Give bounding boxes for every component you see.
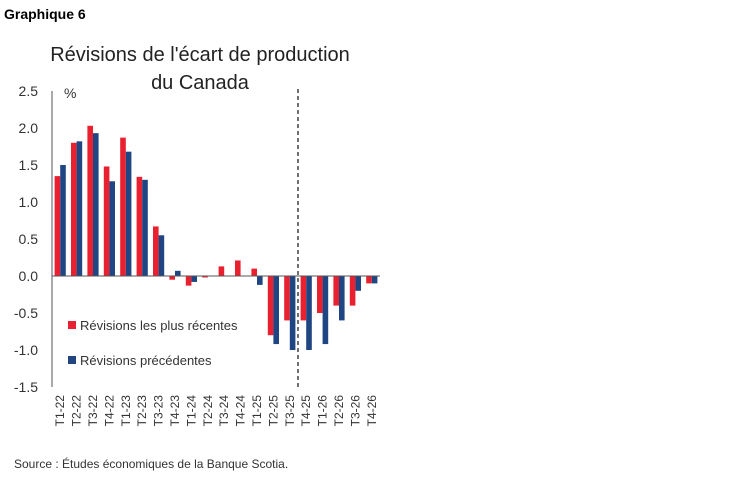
bars <box>54 125 378 350</box>
bar-recent-T2-26 <box>333 276 339 306</box>
bar-recent-T2-25 <box>267 276 274 336</box>
bar-recent-T1-26 <box>317 276 323 313</box>
legend-label-recent: Révisions les plus récentes <box>80 318 238 333</box>
bar-recent-T2-24 <box>202 276 208 278</box>
y-tick-label: 1.0 <box>19 194 39 210</box>
y-tick-label: 2.5 <box>19 83 39 99</box>
bar-recent-T3-25 <box>284 276 290 321</box>
y-tick-label: 2.0 <box>19 120 39 136</box>
x-tick-label: T4-23 <box>168 395 182 427</box>
bar-previous-T3-23 <box>158 235 165 276</box>
bar-previous-T4-22 <box>109 181 115 276</box>
bar-recent-T1-23 <box>120 137 126 276</box>
bar-previous-T1-25 <box>257 276 263 285</box>
x-tick-label: T3-26 <box>348 395 362 427</box>
x-tick-label: T2-24 <box>201 395 215 427</box>
x-tick-label: T4-24 <box>234 395 248 427</box>
bar-recent-T3-22 <box>87 125 93 276</box>
bar-previous-T2-25 <box>273 276 279 345</box>
bar-recent-T1-22 <box>54 176 61 276</box>
x-tick-label: T3-22 <box>86 395 100 427</box>
bar-recent-T4-26 <box>366 276 372 284</box>
y-tick-label: -1.5 <box>14 379 38 395</box>
legend-label-previous: Révisions précédentes <box>80 353 212 368</box>
bar-previous-T3-22 <box>93 133 99 276</box>
legend-swatch-previous <box>68 356 76 364</box>
x-tick-label: T4-25 <box>299 395 313 427</box>
y-tick-label: 0.5 <box>19 231 39 247</box>
x-tick-label: T3-23 <box>152 395 166 427</box>
bar-recent-T4-23 <box>169 276 175 280</box>
y-tick-label: 1.5 <box>19 157 39 173</box>
x-tick-label: T4-22 <box>102 395 116 427</box>
x-tick-label: T1-24 <box>184 395 198 427</box>
x-tick-label: T2-26 <box>332 395 346 427</box>
x-tick-label: T2-23 <box>135 395 149 427</box>
bar-recent-T4-25 <box>300 276 307 321</box>
bar-recent-T2-23 <box>136 176 143 276</box>
graph-label: Graphique 6 <box>4 6 86 22</box>
bar-recent-T2-22 <box>71 142 77 276</box>
chart-title-line-2: du Canada <box>151 72 249 94</box>
x-tick-label: T3-24 <box>217 395 231 427</box>
chart-title: Révisions de l'écart de production du Ca… <box>0 41 400 97</box>
bar-previous-T1-26 <box>322 276 329 345</box>
bar-previous-T1-23 <box>125 151 132 276</box>
x-tick-label: T3-25 <box>283 395 297 427</box>
bar-previous-T4-25 <box>306 276 312 350</box>
bar-previous-T1-24 <box>191 276 197 282</box>
bar-previous-T2-26 <box>339 276 345 321</box>
y-axis: -1.5 -1.0 -0.5 0.0 0.5 1.0 1.5 2.0 2.5% <box>14 83 77 395</box>
bar-previous-T2-23 <box>142 179 148 276</box>
x-tick-label: T1-26 <box>316 395 330 427</box>
y-tick-label: -0.5 <box>14 305 38 321</box>
bar-recent-T4-22 <box>103 166 110 276</box>
bar-previous-T3-25 <box>289 276 296 350</box>
bar-previous-T4-26 <box>371 276 378 284</box>
x-axis: T1-22 T2-22 T3-22 T4-22 T1-23 T2-23 T3-23 T4-23… <box>52 89 380 426</box>
bar-previous-T2-22 <box>76 141 83 276</box>
x-tick-label: T1-23 <box>119 395 133 427</box>
y-tick-label: 0.0 <box>19 268 39 284</box>
bar-recent-T3-26 <box>349 276 356 306</box>
bar-previous-T3-26 <box>355 276 361 291</box>
bar-recent-T1-24 <box>185 276 192 286</box>
bar-recent-T3-24 <box>218 266 225 276</box>
legend: Révisions les plus récentes Révisions pré… <box>68 318 238 368</box>
x-tick-label: T2-22 <box>70 395 84 427</box>
bar-recent-T1-25 <box>251 268 257 276</box>
y-tick-label: -1.0 <box>14 342 38 358</box>
bar-recent-T4-24 <box>235 260 241 276</box>
legend-swatch-recent <box>68 321 76 329</box>
chart-title-line-1: Révisions de l'écart de production <box>50 44 350 66</box>
x-tick-label: T1-22 <box>53 395 67 427</box>
x-tick-label: T1-25 <box>250 395 264 427</box>
x-tick-label: T2-25 <box>266 395 280 427</box>
y-unit-label: % <box>64 85 76 101</box>
bar-recent-T3-23 <box>153 226 159 276</box>
x-tick-label: T4-26 <box>365 395 379 427</box>
bar-previous-T4-23 <box>175 270 181 276</box>
source-note: Source : Études économiques de la Banque… <box>14 457 289 471</box>
bar-previous-T1-22 <box>60 165 66 276</box>
